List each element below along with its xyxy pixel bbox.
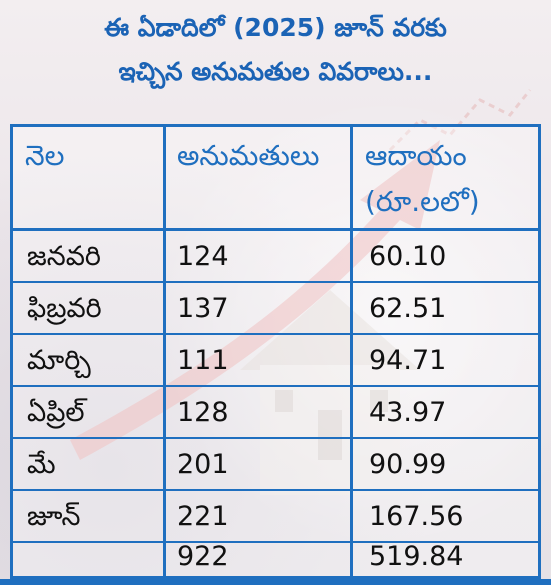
table-row-revenue: 167.56 (369, 501, 464, 532)
title-line-2: ఇచ్చిన అనుమతుల వివరాలు... (118, 57, 433, 86)
column-divider (163, 127, 166, 576)
header-revenue-unit: (రూ.లలో) (365, 185, 480, 218)
total-revenue: 519.84 (369, 541, 464, 572)
table-row-revenue: 60.10 (369, 241, 447, 272)
total-permits: 922 (177, 541, 229, 572)
table-row-month: మే (27, 449, 56, 480)
header-revenue: ఆదాయం (365, 139, 467, 172)
table-row-month: మార్చి (27, 345, 91, 376)
table-row-permits: 111 (177, 345, 229, 376)
table-row-month: ఫిబ్రవరి (27, 293, 102, 324)
permits-table: నెల అనుమతులు ఆదాయం (రూ.లలో) జనవరి 124 60… (10, 124, 541, 579)
table-row-permits: 124 (177, 241, 229, 272)
table-row-month: జనవరి (27, 241, 101, 272)
table-row-permits: 221 (177, 501, 229, 532)
table-row-permits: 128 (177, 397, 229, 428)
row-divider (13, 385, 538, 387)
table-row-permits: 201 (177, 449, 229, 480)
row-divider (13, 333, 538, 335)
header-month: నెల (25, 139, 65, 172)
column-divider (350, 127, 353, 576)
title-line-1: ఈ ఏడాదిలో (2025) జూన్ వరకు (104, 13, 447, 42)
table-row-revenue: 90.99 (369, 449, 447, 480)
table-row-revenue: 62.51 (369, 293, 447, 324)
table-row-permits: 137 (177, 293, 229, 324)
row-divider (13, 489, 538, 491)
page-title: ఈ ఏడాదిలో (2025) జూన్ వరకు ఇచ్చిన అనుమతు… (0, 6, 551, 94)
header-permits: అనుమతులు (177, 139, 320, 172)
table-row-month: జూన్ (27, 501, 81, 532)
row-divider (13, 541, 538, 543)
bottom-border-bar (0, 579, 551, 585)
table-row-revenue: 43.97 (369, 397, 447, 428)
header-divider (13, 228, 538, 231)
row-divider (13, 437, 538, 439)
table-row-month: ఏప్రిల్ (27, 397, 85, 428)
table-row-revenue: 94.71 (369, 345, 447, 376)
row-divider (13, 281, 538, 283)
